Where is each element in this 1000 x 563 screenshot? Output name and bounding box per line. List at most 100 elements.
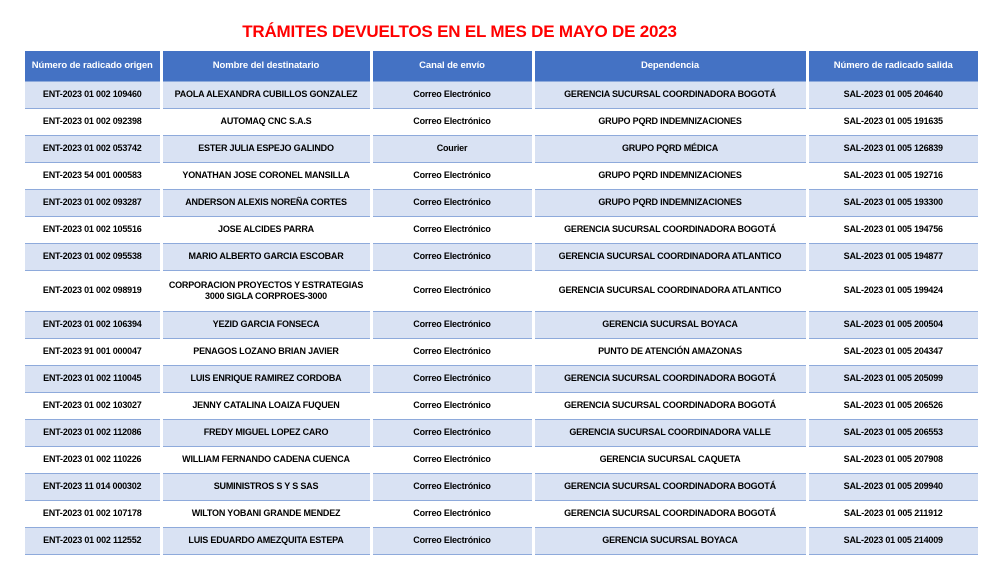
- column-header: Número de radicado origen: [25, 51, 161, 82]
- table-row: ENT-2023 01 002 103027 JENNY CATALINA LOA…: [25, 392, 978, 420]
- table-row: ENT-2023 01 002 095538 MARIO ALBERTO GARC…: [25, 243, 978, 271]
- table-cell: GERENCIA SUCURSAL COORDINADORA BOGOTÁ: [531, 365, 807, 393]
- table-cell: ESTER JULIA ESPEJO GALINDO: [159, 135, 371, 163]
- table-cell: ENT-2023 01 002 106394: [25, 311, 161, 339]
- table-cell: GRUPO PQRD INDEMNIZACIONES: [531, 108, 807, 136]
- table-cell: JENNY CATALINA LOAIZA FUQUEN: [159, 392, 371, 420]
- table-cell: SAL-2023 01 005 194756: [805, 216, 978, 244]
- column-header: Canal de envío: [369, 51, 533, 82]
- table-cell: Correo Electrónico: [369, 365, 533, 393]
- table-cell: CORPORACION PROYECTOS Y ESTRATEGIAS 3000…: [159, 270, 371, 312]
- table-cell: FREDY MIGUEL LOPEZ CARO: [159, 419, 371, 447]
- table-cell: SAL-2023 01 005 209940: [805, 473, 978, 501]
- table-cell: SAL-2023 01 005 206526: [805, 392, 978, 420]
- table-row: ENT-2023 01 002 098919 CORPORACION PROYEC…: [25, 270, 978, 312]
- table-row: ENT-2023 01 002 110045 LUIS ENRIQUE RAMIR…: [25, 365, 978, 393]
- table-cell: PUNTO DE ATENCIÓN AMAZONAS: [531, 338, 807, 366]
- table-cell: Correo Electrónico: [369, 473, 533, 501]
- table-cell: GERENCIA SUCURSAL CAQUETA: [531, 446, 807, 474]
- table-cell: GERENCIA SUCURSAL COORDINADORA BOGOTÁ: [531, 81, 807, 109]
- table-cell: Correo Electrónico: [369, 81, 533, 109]
- returned-procedures-table: Número de radicado origen Nombre del dest…: [25, 51, 978, 555]
- table-cell: GRUPO PQRD INDEMNIZACIONES: [531, 189, 807, 217]
- table-cell: WILTON YOBANI GRANDE MENDEZ: [159, 500, 371, 528]
- table-cell: GRUPO PQRD MÉDICA: [531, 135, 807, 163]
- table-cell: JOSE ALCIDES PARRA: [159, 216, 371, 244]
- table-cell: LUIS ENRIQUE RAMIREZ CORDOBA: [159, 365, 371, 393]
- table-row: ENT-2023 01 002 053742 ESTER JULIA ESPEJO…: [25, 135, 978, 163]
- table-cell: GERENCIA SUCURSAL COORDINADORA ATLANTICO: [531, 270, 807, 312]
- column-header: Nombre del destinatario: [159, 51, 371, 82]
- table-cell: Correo Electrónico: [369, 500, 533, 528]
- table-cell: SAL-2023 01 005 204640: [805, 81, 978, 109]
- table-row: ENT-2023 01 002 109460 PAOLA ALEXANDRA CU…: [25, 81, 978, 109]
- column-header: Número de radicado salida: [805, 51, 978, 82]
- table-row: ENT-2023 01 002 107178 WILTON YOBANI GRAN…: [25, 500, 978, 528]
- table-cell: SAL-2023 01 005 207908: [805, 446, 978, 474]
- table-cell: Correo Electrónico: [369, 338, 533, 366]
- table-cell: ENT-2023 01 002 095538: [25, 243, 161, 271]
- table-cell: Correo Electrónico: [369, 392, 533, 420]
- table-cell: GERENCIA SUCURSAL COORDINADORA BOGOTÁ: [531, 216, 807, 244]
- page-title: TRÁMITES DEVUELTOS EN EL MES DE MAYO DE …: [242, 22, 677, 41]
- table-cell: Courier: [369, 135, 533, 163]
- table-cell: SAL-2023 01 005 200504: [805, 311, 978, 339]
- table-cell: Correo Electrónico: [369, 108, 533, 136]
- table-cell: ENT-2023 11 014 000302: [25, 473, 161, 501]
- table-cell: GRUPO PQRD INDEMNIZACIONES: [531, 162, 807, 190]
- table-cell: SAL-2023 01 005 192716: [805, 162, 978, 190]
- table-cell: YONATHAN JOSE CORONEL MANSILLA: [159, 162, 371, 190]
- table-cell: SAL-2023 01 005 126839: [805, 135, 978, 163]
- table-cell: AUTOMAQ CNC S.A.S: [159, 108, 371, 136]
- table-cell: GERENCIA SUCURSAL COORDINADORA BOGOTÁ: [531, 473, 807, 501]
- table-cell: SAL-2023 01 005 214009: [805, 527, 978, 555]
- table-cell: ENT-2023 01 002 110045: [25, 365, 161, 393]
- table-cell: Correo Electrónico: [369, 270, 533, 312]
- table-row: ENT-2023 01 002 092398 AUTOMAQ CNC S.A.S C…: [25, 108, 978, 136]
- table-cell: ENT-2023 01 002 110226: [25, 446, 161, 474]
- table-row: ENT-2023 01 002 105516 JOSE ALCIDES PARRA…: [25, 216, 978, 244]
- table-row: ENT-2023 01 002 106394 YEZID GARCIA FONSE…: [25, 311, 978, 339]
- table-cell: ENT-2023 91 001 000047: [25, 338, 161, 366]
- table-header-row: Número de radicado origen Nombre del dest…: [25, 51, 978, 82]
- table-cell: SAL-2023 01 005 193300: [805, 189, 978, 217]
- table-cell: SAL-2023 01 005 204347: [805, 338, 978, 366]
- table-header: Número de radicado origen Nombre del dest…: [25, 51, 978, 82]
- table-cell: GERENCIA SUCURSAL COORDINADORA BOGOTÁ: [531, 392, 807, 420]
- table-cell: GERENCIA SUCURSAL BOYACA: [531, 311, 807, 339]
- table-cell: Correo Electrónico: [369, 527, 533, 555]
- table-cell: LUIS EDUARDO AMEZQUITA ESTEPA: [159, 527, 371, 555]
- table-cell: WILLIAM FERNANDO CADENA CUENCA: [159, 446, 371, 474]
- table-cell: ANDERSON ALEXIS NOREÑA CORTES: [159, 189, 371, 217]
- table-row: ENT-2023 54 001 000583 YONATHAN JOSE CORO…: [25, 162, 978, 190]
- table-cell: GERENCIA SUCURSAL COORDINADORA VALLE: [531, 419, 807, 447]
- table-body: ENT-2023 01 002 109460 PAOLA ALEXANDRA CU…: [25, 81, 978, 555]
- table-row: ENT-2023 01 002 112086 FREDY MIGUEL LOPEZ…: [25, 419, 978, 447]
- table-cell: Correo Electrónico: [369, 311, 533, 339]
- table-cell: ENT-2023 01 002 112552: [25, 527, 161, 555]
- table-cell: ENT-2023 01 002 107178: [25, 500, 161, 528]
- table-cell: Correo Electrónico: [369, 446, 533, 474]
- table-cell: SAL-2023 01 005 205099: [805, 365, 978, 393]
- table-cell: SUMINISTROS S Y S SAS: [159, 473, 371, 501]
- table-cell: SAL-2023 01 005 194877: [805, 243, 978, 271]
- table-cell: ENT-2023 54 001 000583: [25, 162, 161, 190]
- table-cell: Correo Electrónico: [369, 189, 533, 217]
- table-cell: GERENCIA SUCURSAL BOYACA: [531, 527, 807, 555]
- table-cell: ENT-2023 01 002 112086: [25, 419, 161, 447]
- table-row: ENT-2023 01 002 110226 WILLIAM FERNANDO C…: [25, 446, 978, 474]
- table-cell: ENT-2023 01 002 103027: [25, 392, 161, 420]
- table-row: ENT-2023 01 002 112552 LUIS EDUARDO AMEZQ…: [25, 527, 978, 555]
- table-cell: SAL-2023 01 005 206553: [805, 419, 978, 447]
- table-cell: ENT-2023 01 002 053742: [25, 135, 161, 163]
- table-cell: PENAGOS LOZANO BRIAN JAVIER: [159, 338, 371, 366]
- table-cell: ENT-2023 01 002 093287: [25, 189, 161, 217]
- table-cell: SAL-2023 01 005 211912: [805, 500, 978, 528]
- table-row: ENT-2023 11 014 000302 SUMINISTROS S Y S …: [25, 473, 978, 501]
- table-cell: SAL-2023 01 005 191635: [805, 108, 978, 136]
- table-cell: GERENCIA SUCURSAL COORDINADORA ATLANTICO: [531, 243, 807, 271]
- table-cell: YEZID GARCIA FONSECA: [159, 311, 371, 339]
- table-cell: GERENCIA SUCURSAL COORDINADORA BOGOTÁ: [531, 500, 807, 528]
- table-cell: MARIO ALBERTO GARCIA ESCOBAR: [159, 243, 371, 271]
